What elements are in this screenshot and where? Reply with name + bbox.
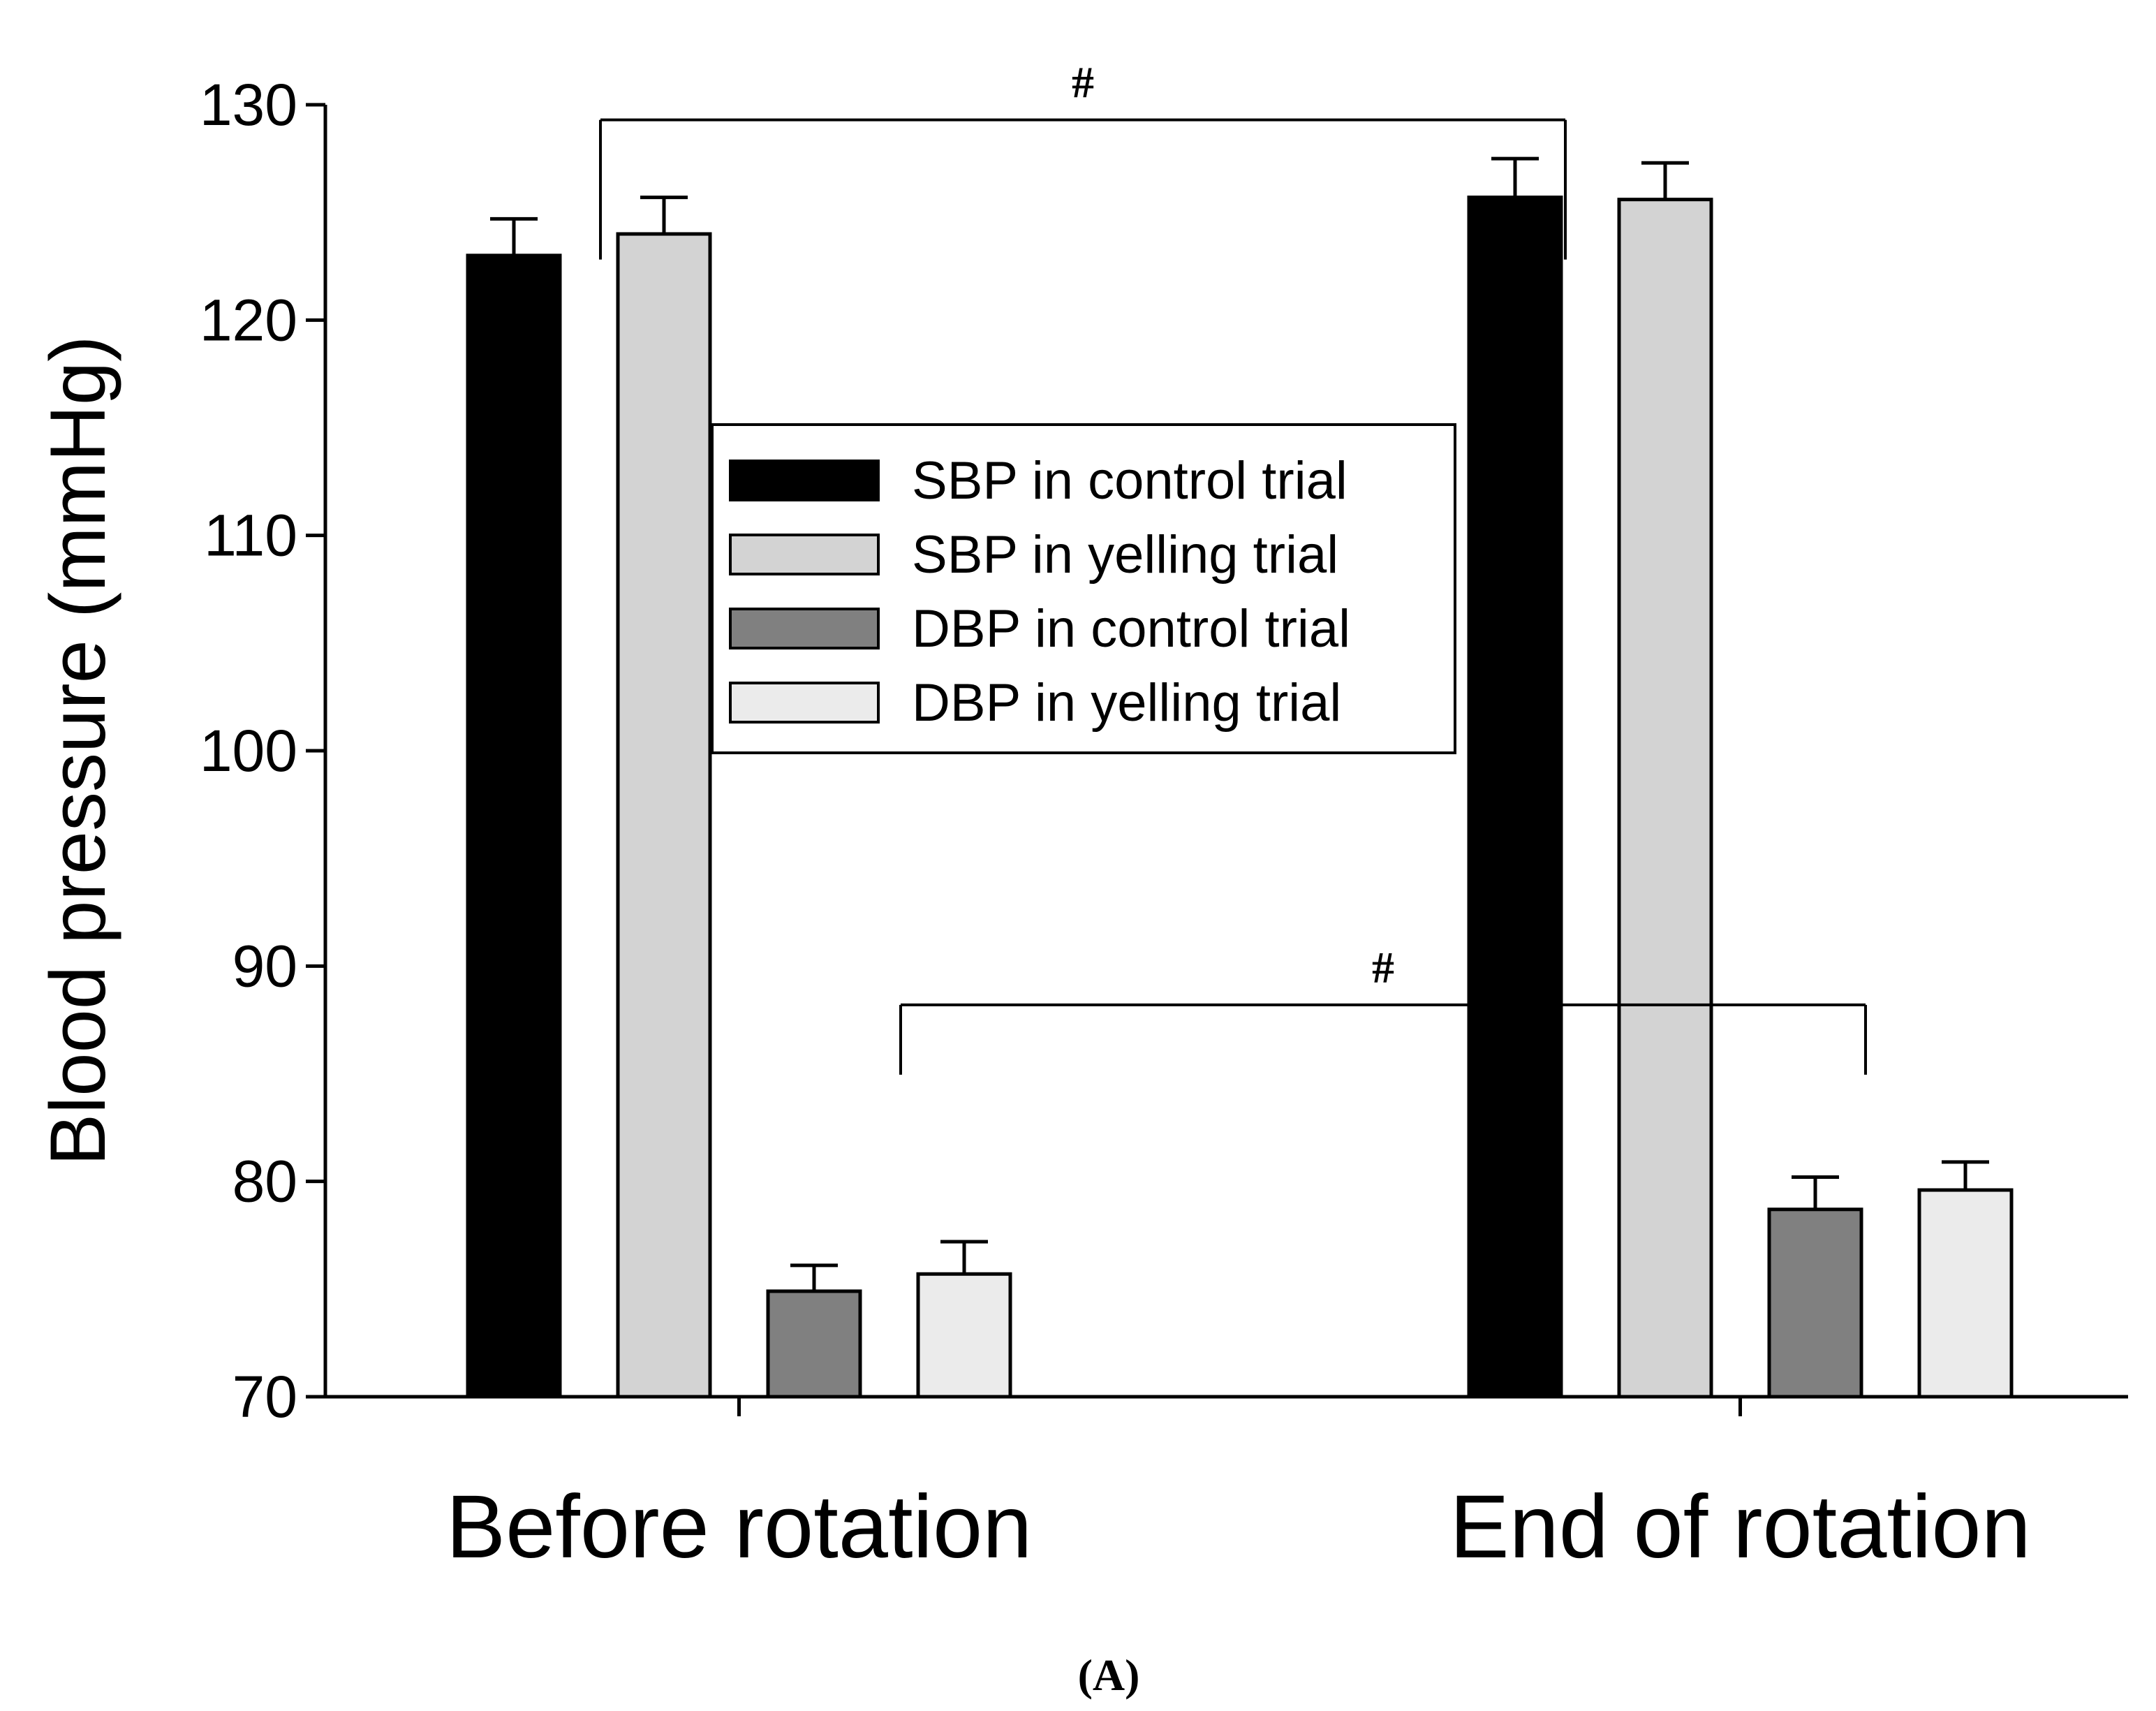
bar bbox=[1767, 1207, 1863, 1399]
legend-label: SBP in yelling trial bbox=[912, 525, 1338, 585]
bars bbox=[466, 196, 2014, 1399]
x-category-label: End of rotation bbox=[1449, 1477, 2031, 1577]
legend-swatch bbox=[729, 534, 880, 575]
legend-swatch bbox=[729, 608, 880, 649]
legend: SBP in control trial SBP in yelling trial… bbox=[711, 423, 1456, 754]
significance-annotations: ## bbox=[599, 58, 1867, 1075]
y-tick-label: 120 bbox=[200, 287, 297, 353]
bar bbox=[916, 1272, 1012, 1399]
y-tick-label: 130 bbox=[200, 72, 297, 138]
bar bbox=[616, 232, 712, 1399]
y-axis-label: Blood pressure (mmHg) bbox=[34, 336, 121, 1166]
significance-marker: # bbox=[1072, 58, 1094, 108]
bar bbox=[1617, 198, 1713, 1399]
axis-labels: Before rotation End of rotation Blood pres… bbox=[34, 336, 2031, 1700]
y-tick-label: 100 bbox=[200, 718, 297, 784]
legend-label: DBP in yelling trial bbox=[912, 673, 1341, 733]
axes: 70 80 90 100 110 120 130 bbox=[200, 72, 2128, 1430]
bar bbox=[766, 1289, 862, 1399]
error-bars bbox=[490, 156, 1989, 1291]
panel-label: (A) bbox=[1078, 1650, 1140, 1700]
legend-label: DBP in control trial bbox=[912, 599, 1350, 659]
bar bbox=[466, 254, 562, 1399]
bar bbox=[1467, 196, 1563, 1399]
bar bbox=[1917, 1188, 2014, 1399]
y-tick-label: 110 bbox=[204, 503, 297, 568]
legend-swatch bbox=[729, 682, 880, 724]
legend-label: SBP in control trial bbox=[912, 451, 1348, 511]
legend-swatch bbox=[729, 460, 880, 501]
y-tick-label: 70 bbox=[232, 1364, 297, 1430]
y-tick-label: 80 bbox=[232, 1149, 297, 1214]
significance-marker: # bbox=[1372, 943, 1394, 992]
y-tick-label: 90 bbox=[232, 933, 297, 999]
x-category-label: Before rotation bbox=[446, 1477, 1033, 1577]
